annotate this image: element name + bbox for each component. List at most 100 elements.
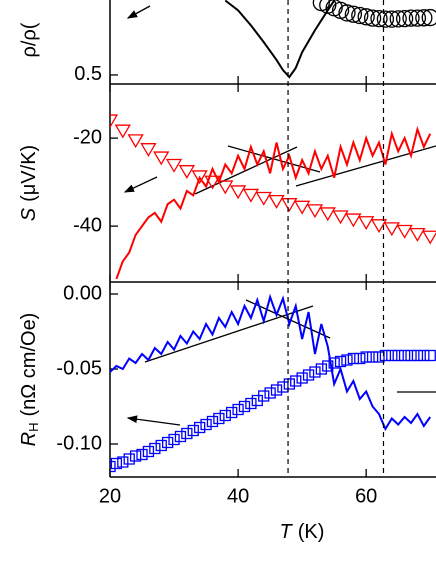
y-axis-label: RH (nΩ cm/Oe) <box>18 313 41 447</box>
y-tick-label: 0.5 <box>74 63 102 85</box>
marker <box>270 384 283 396</box>
marker <box>277 381 289 393</box>
marker <box>194 421 206 434</box>
y-tick-label: 0.00 <box>63 282 102 304</box>
marker <box>219 409 231 422</box>
marker <box>398 349 411 362</box>
marker <box>383 222 400 237</box>
marker <box>110 460 116 473</box>
marker <box>354 352 366 365</box>
marker <box>341 354 353 366</box>
y-axis-label: ρ/ρ( <box>18 22 40 57</box>
xlabel-symbol: T <box>280 521 294 543</box>
axes-frame <box>109 0 436 478</box>
marker <box>149 442 161 455</box>
marker <box>155 439 167 452</box>
data-line <box>224 0 336 79</box>
y-axis-label: S (μV/K) <box>18 145 40 221</box>
marker <box>258 390 270 402</box>
marker <box>255 191 272 206</box>
marker <box>347 352 360 365</box>
x-tick-label: 40 <box>227 485 249 507</box>
marker <box>140 143 157 157</box>
ylabel-symbol: R <box>18 432 40 446</box>
marker <box>376 10 395 28</box>
marker <box>242 188 260 203</box>
marker <box>168 433 180 446</box>
marker <box>421 8 436 27</box>
marker <box>123 453 135 465</box>
marker <box>294 200 311 215</box>
marker <box>142 445 155 458</box>
ylabel-unit: (μV/K) <box>18 145 40 202</box>
marker <box>268 194 285 209</box>
marker <box>396 224 413 239</box>
marker <box>117 456 129 468</box>
marker <box>405 349 417 362</box>
marker <box>191 170 208 185</box>
marker <box>379 349 392 362</box>
plot-area <box>224 0 436 79</box>
x-axis-label: T (K) <box>280 521 325 543</box>
marker <box>402 9 420 27</box>
marker <box>418 349 430 362</box>
marker <box>204 175 221 190</box>
y-tick-label: -0.10 <box>56 432 102 454</box>
marker <box>178 165 195 179</box>
marker <box>232 403 244 416</box>
marker <box>200 418 212 431</box>
marker <box>408 9 427 27</box>
y-tick-label: -20 <box>73 126 102 148</box>
marker <box>363 9 382 27</box>
marker <box>290 375 302 387</box>
y-tick-label: -40 <box>73 214 102 236</box>
marker <box>373 351 385 363</box>
xlabel-unit: (K) <box>298 521 325 543</box>
marker <box>422 230 436 245</box>
marker <box>358 216 375 231</box>
marker <box>302 369 315 381</box>
marker <box>395 9 414 28</box>
marker <box>389 10 407 28</box>
marker <box>264 387 276 399</box>
marker <box>351 6 369 25</box>
marker <box>187 424 199 437</box>
marker <box>226 406 238 419</box>
marker <box>217 180 234 195</box>
marker <box>206 415 219 428</box>
marker <box>424 349 436 362</box>
x-tick-label: 60 <box>355 485 377 507</box>
marker <box>409 227 426 242</box>
marker <box>392 349 404 362</box>
marker <box>181 427 193 440</box>
marker <box>319 207 336 222</box>
plot-area <box>110 293 436 473</box>
marker <box>370 219 388 234</box>
y-tick-label: -0.05 <box>56 357 102 379</box>
marker <box>309 366 321 378</box>
marker <box>229 185 247 200</box>
marker <box>306 204 324 219</box>
marker <box>360 351 372 363</box>
marker <box>174 430 187 443</box>
marker <box>386 349 398 362</box>
marker <box>296 372 308 384</box>
ylabel-unit: (nΩ cm/Oe) <box>18 313 40 417</box>
marker <box>136 448 148 461</box>
annotations <box>123 5 436 426</box>
marker <box>328 357 340 369</box>
marker <box>153 151 170 166</box>
marker <box>357 8 375 26</box>
marker <box>411 349 424 362</box>
marker <box>366 351 379 363</box>
marker <box>165 158 183 173</box>
marker <box>110 457 123 470</box>
marker <box>238 400 251 413</box>
marker <box>110 114 119 129</box>
marker <box>161 436 174 449</box>
marker <box>345 213 362 228</box>
data-line <box>110 293 432 432</box>
marker <box>129 450 142 462</box>
marker <box>332 210 349 225</box>
